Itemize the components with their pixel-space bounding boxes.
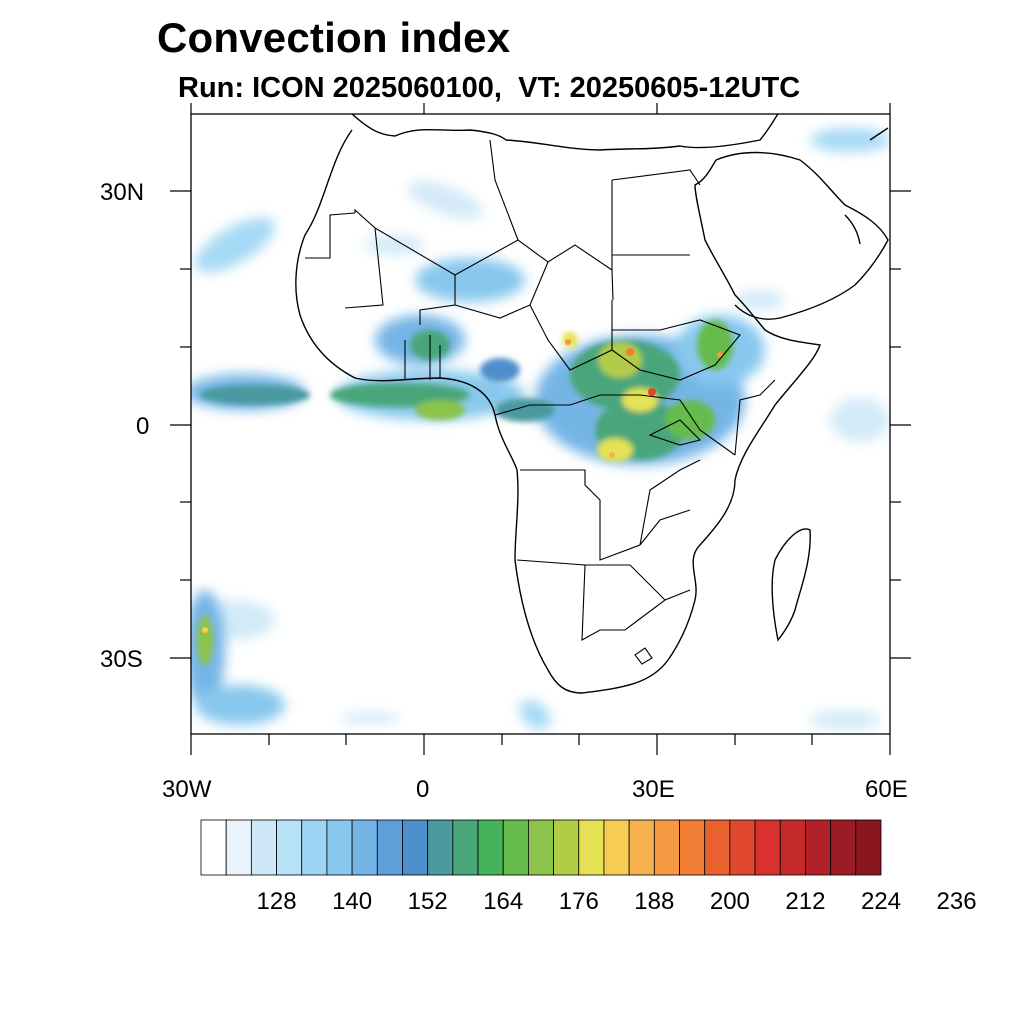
colorbar-box: [376, 819, 403, 876]
coastline: [295, 114, 889, 694]
colorbar-box: [855, 819, 882, 876]
colorbar-box: [779, 819, 806, 876]
colorbar-box: [603, 819, 630, 876]
chart-subtitle: Run: ICON 2025060100, VT: 20250605-12UTC: [178, 72, 801, 104]
lon-label-0: 0: [416, 776, 430, 803]
lat-label-30s: 30S: [100, 646, 143, 673]
colorbar-box: [754, 819, 781, 876]
convection-field: [191, 128, 890, 730]
colorbar-label: 176: [558, 888, 599, 915]
lon-label-30e: 30E: [632, 776, 675, 803]
colorbar-box: [628, 819, 655, 876]
colorbar-label: 164: [483, 888, 524, 915]
colorbar-label: 212: [785, 888, 826, 915]
colorbar-box: [729, 819, 756, 876]
colorbar-box: [427, 819, 454, 876]
colorbar-box: [200, 819, 227, 876]
colorbar-box: [502, 819, 529, 876]
colorbar-label: 140: [332, 888, 373, 915]
colorbar-box: [452, 819, 479, 876]
chart-title: Convection index: [157, 14, 511, 61]
colorbar-box: [276, 819, 303, 876]
colorbar-box: [553, 819, 580, 876]
colorbar-box: [805, 819, 832, 876]
country-borders: [305, 139, 776, 665]
colorbar-box: [704, 819, 731, 876]
colorbar-label: 128: [256, 888, 297, 915]
colorbar-box: [653, 819, 680, 876]
colorbar-label: 188: [634, 888, 675, 915]
colorbar-box: [301, 819, 328, 876]
colorbar-box: [528, 819, 554, 876]
colorbar-label: 200: [709, 888, 750, 915]
axis-ticks: [170, 103, 911, 755]
colorbar-label: 224: [860, 888, 902, 915]
lat-label-30n: 30N: [100, 179, 145, 206]
colorbar-box: [351, 819, 378, 876]
colorbar-box: [402, 819, 429, 876]
lon-label-30w: 30W: [162, 776, 212, 803]
colorbar-box: [679, 819, 706, 876]
map-frame: [190, 113, 891, 735]
colorbar-label: 152: [407, 888, 448, 915]
colorbar-box: [250, 819, 277, 876]
lat-label-0: 0: [136, 413, 150, 440]
colorbar-label: 236: [936, 888, 977, 915]
colorbar-box: [326, 819, 353, 876]
colorbar: [200, 819, 882, 876]
colorbar-box: [578, 819, 605, 876]
colorbar-box: [830, 819, 857, 876]
colorbar-box: [225, 819, 252, 876]
lon-label-60e: 60E: [865, 776, 908, 803]
colorbar-box: [477, 819, 504, 876]
